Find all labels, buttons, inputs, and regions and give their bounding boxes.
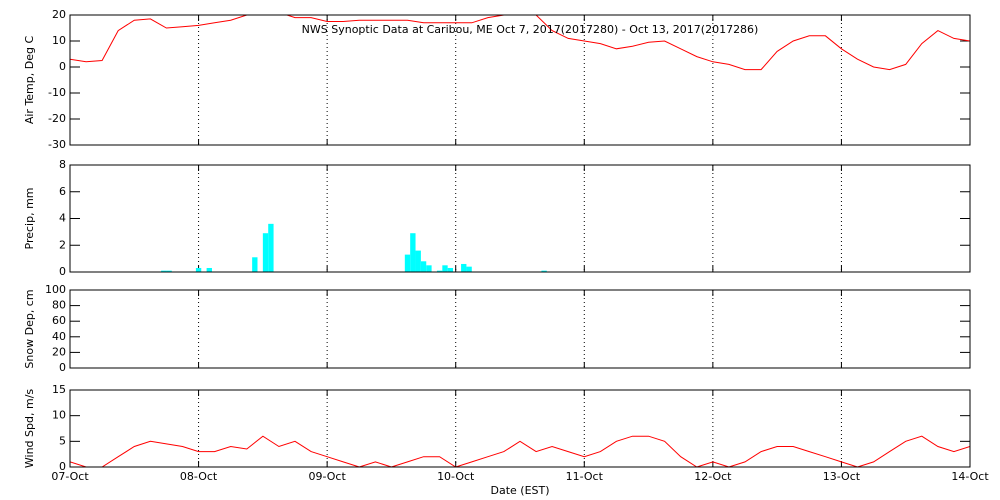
y-tick-label: 0 [59,361,66,374]
y-tick-label: 5 [59,434,66,447]
y-tick-label: 0 [59,265,66,278]
plot-frame [69,289,971,369]
bar [161,270,167,272]
x-tick-label: 09-Oct [308,470,346,483]
y-tick-label: 10 [52,34,66,47]
x-tick-label: 12-Oct [694,470,732,483]
plot-frame [69,14,971,146]
bar [252,257,258,272]
bar [262,233,269,272]
y-tick-label: 100 [45,283,66,296]
bar [436,270,443,272]
y-tick-label: 0 [59,460,66,473]
bar [415,250,421,272]
y-axis-label: Air Temp, Deg C [23,36,36,125]
x-tick-label: 11-Oct [566,470,604,483]
y-tick-label: -20 [48,112,66,125]
data-line [70,15,970,71]
x-tick-label: 08-Oct [180,470,218,483]
plot-frame [69,164,971,273]
y-tick-label: 60 [52,314,66,327]
y-axis-label: Precip, mm [23,188,36,250]
y-tick-label: 15 [52,383,66,396]
bar [404,254,411,272]
y-tick-label: 0 [59,60,66,73]
bar [466,266,472,272]
y-axis-label: Wind Spd, m/s [23,389,36,469]
bar [426,265,432,272]
chart-title: NWS Synoptic Data at Caribou, ME Oct 7, … [302,23,759,36]
plot-frame [69,389,971,468]
bar [268,223,274,272]
y-tick-label: 20 [52,8,66,21]
x-tick-label: 07-Oct [51,470,89,483]
x-axis-label: Date (EST) [490,484,549,497]
bar [410,233,416,272]
bar [461,263,467,272]
y-tick-label: 20 [52,345,66,358]
bar [541,270,547,272]
y-tick-label: 8 [59,158,66,171]
bar [206,267,212,272]
y-tick-label: 10 [52,409,66,422]
bar [447,267,454,272]
x-tick-label: 14-Oct [951,470,989,483]
bar [195,267,202,272]
bar [166,270,172,272]
y-axis-label: Snow Dep, cm [23,289,36,368]
x-tick-label: 13-Oct [823,470,861,483]
y-tick-label: 80 [52,299,66,312]
bar [442,265,448,272]
y-tick-label: -30 [48,138,66,151]
x-tick-label: 10-Oct [437,470,475,483]
y-tick-label: 4 [59,212,66,225]
y-tick-label: 6 [59,185,66,198]
y-tick-label: -10 [48,86,66,99]
y-tick-label: 40 [52,330,66,343]
bar [420,261,427,272]
y-tick-label: 2 [59,238,66,251]
data-line [70,435,970,467]
